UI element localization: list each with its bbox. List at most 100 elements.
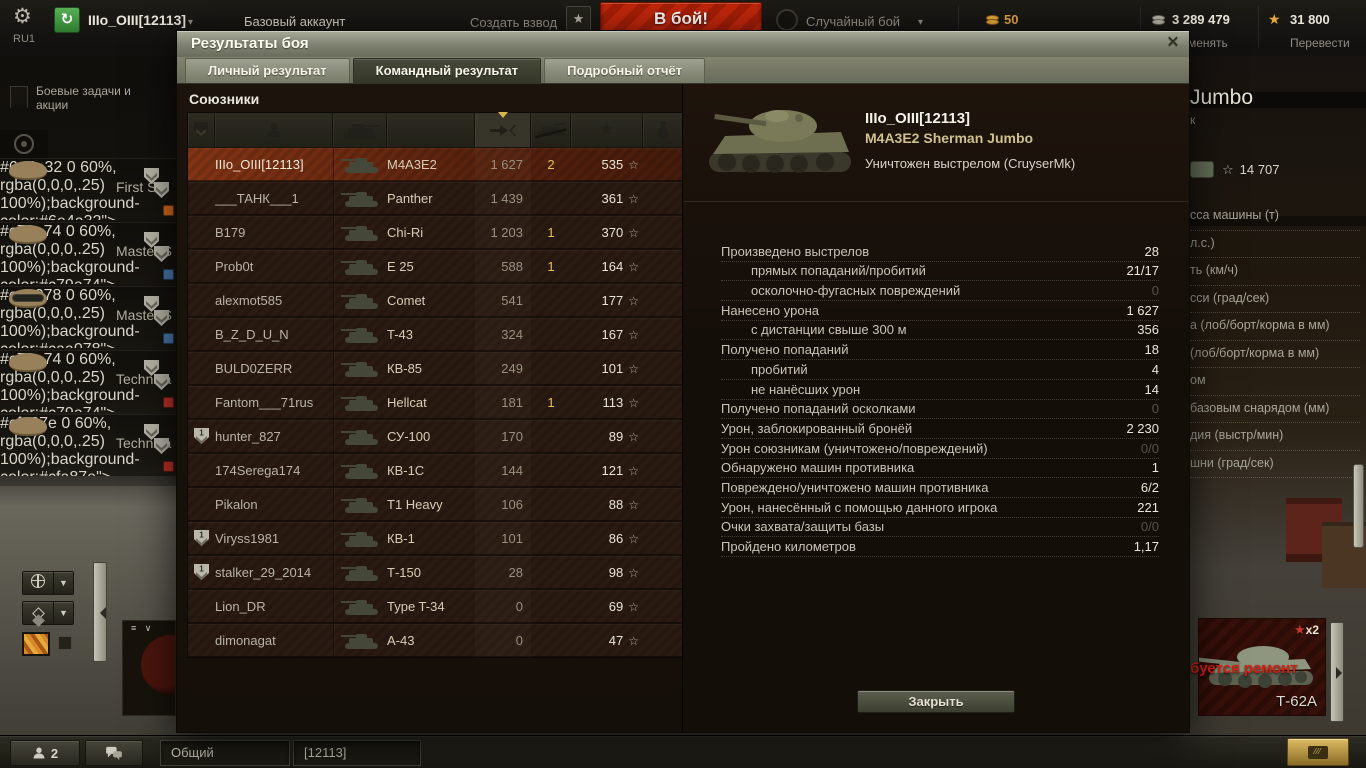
chevron-down-icon[interactable]: ▾ [918, 17, 924, 28]
close-icon[interactable]: ✕ [1166, 34, 1180, 51]
crew-member[interactable]: #cfa87e 0 60%, rgba(0,0,0,.25) 100%);bac… [0, 414, 176, 476]
xp-value: 98 ☆ [608, 565, 639, 580]
table-row[interactable]: BULD0ZERR КВ-85 249 101 ☆ [188, 352, 682, 385]
crew-member[interactable]: #c79a74 0 60%, rgba(0,0,0,.25) 100%);bac… [0, 350, 176, 412]
channels-button[interactable] [85, 740, 143, 766]
tank-icon [333, 556, 387, 589]
contacts-button[interactable]: 2 [10, 740, 80, 766]
table-row[interactable]: IIIo_OIII[12113] M4A3E2 1 627 2 535 ☆ [188, 148, 682, 181]
table-row[interactable]: 1 stalker_29_2014 Т-150 28 98 ☆ [188, 556, 682, 589]
camo-checkbox[interactable] [58, 636, 72, 650]
column-header-spacer[interactable] [387, 113, 475, 147]
camo-swatch[interactable] [22, 632, 50, 656]
damage-icon[interactable] [475, 112, 531, 147]
crew-list: #6e4a32 0 60%, rgba(0,0,0,.25) 100%);bac… [0, 158, 176, 478]
close-button[interactable]: Закрыть [857, 690, 1015, 713]
crew-member[interactable]: #6e4a32 0 60%, rgba(0,0,0,.25) 100%);bac… [0, 158, 176, 220]
convert-link[interactable]: Перевести [1290, 36, 1350, 50]
table-row[interactable]: alexmot585 Comet 541 177 ☆ [188, 284, 682, 317]
carousel-left-arrow[interactable] [93, 562, 107, 662]
xp-value: 121 ☆ [601, 463, 639, 478]
table-row[interactable]: B179 Chi-Ri 1 203 1 370 ☆ [188, 216, 682, 249]
vehicle-spec-line: л.с.) [1190, 231, 1360, 258]
detail-death-text: Уничтожен выстрелом (CruyserMk) [865, 156, 1076, 171]
player-name: B_Z_D_U_N [215, 327, 289, 342]
dots-bubble-icon: ⁄⁄⁄ [1308, 745, 1328, 759]
table-row[interactable]: 1 hunter_827 СУ-100 170 89 ☆ [188, 420, 682, 453]
chevron-down-icon[interactable]: ▾ [188, 17, 194, 28]
dialog-title: Результаты боя ✕ [177, 31, 1189, 57]
premium-chat-button[interactable]: ⁄⁄⁄ [1287, 738, 1349, 766]
stat-row: Урон, заблокированный бронёй 2 230 [721, 419, 1159, 439]
tank-icon[interactable] [333, 113, 387, 147]
table-row[interactable]: Pikalon T1 Heavy 106 88 ☆ [188, 488, 682, 521]
referral-icon[interactable]: ↻ [54, 7, 80, 33]
vehicle-spec-line: шни (град/сек) [1190, 451, 1360, 478]
carousel-item-partial[interactable]: ≡ ∨ [122, 620, 176, 716]
chevron-down-icon[interactable]: ▼ [53, 602, 73, 624]
kills-value [531, 624, 571, 657]
scrollbar-handle[interactable] [1353, 464, 1364, 548]
rank-badge [188, 250, 215, 283]
tank-icon [333, 420, 387, 453]
kills-value: 1 [547, 225, 555, 240]
xp-star-icon[interactable]: ★ [571, 113, 643, 147]
chat-tab-clan[interactable]: [12113] [293, 740, 421, 766]
kills-icon[interactable] [531, 113, 571, 147]
table-row[interactable]: B_Z_D_U_N T-43 324 167 ☆ [188, 318, 682, 351]
table-row[interactable]: Prob0t E 25 588 1 164 ☆ [188, 250, 682, 283]
tank-icon [333, 182, 387, 215]
medal-icon[interactable] [643, 113, 682, 147]
award-icon[interactable] [14, 134, 34, 154]
rank-badge [188, 454, 215, 487]
create-platoon-button[interactable]: Создать взвод [470, 15, 558, 30]
divider [1258, 6, 1259, 48]
vehicle-name: КВ-85 [387, 361, 423, 376]
carousel-item-t62a[interactable]: ★x2 Т-62А [1198, 618, 1326, 716]
rank-badge [188, 352, 215, 385]
crew-member[interactable]: #caa078 0 60%, rgba(0,0,0,.25) 100%);bac… [0, 286, 176, 348]
table-row[interactable]: Lion_DR Type T-34 0 69 ☆ [188, 590, 682, 623]
table-row[interactable]: 174Serega174 КВ-1С 144 121 ☆ [188, 454, 682, 487]
emblem-dropdown[interactable]: ▼ [22, 601, 74, 625]
svg-text:1: 1 [199, 429, 204, 438]
stat-label: прямых попаданий/пробитий [751, 263, 926, 279]
vehicle-xp-value: 14 707 [1239, 162, 1280, 177]
stat-label: Получено попаданий осколками [721, 401, 916, 417]
crew-member[interactable]: #c79a74 0 60%, rgba(0,0,0,.25) 100%);bac… [0, 222, 176, 284]
goggles [12, 294, 44, 302]
player-icon[interactable] [215, 113, 333, 147]
player-name: dimonagat [215, 633, 276, 648]
dialog-tab[interactable]: Командный результат [352, 58, 542, 83]
table-row[interactable]: dimonagat А-43 0 47 ☆ [188, 624, 682, 657]
platoon-star-button[interactable]: ★ [566, 6, 591, 31]
rank-badge-icon[interactable] [188, 113, 215, 147]
medal-cell [643, 488, 682, 521]
damage-value: 1 203 [475, 216, 531, 249]
table-row[interactable]: Fantom___71rus Hellcat 181 1 113 ☆ [188, 386, 682, 419]
table-row[interactable]: 1 Viryss1981 КВ-1 101 86 ☆ [188, 522, 682, 555]
player-name: alexmot585 [215, 293, 283, 308]
clan-emblem [141, 635, 175, 695]
xp-star-icon: ☆ [628, 565, 639, 580]
rank-badge [188, 386, 215, 419]
camo-net-dropdown[interactable]: ▼ [22, 571, 74, 595]
carousel-right-arrow[interactable] [1330, 622, 1344, 722]
allies-table-header: ★ [188, 112, 682, 147]
vehicle-spec-line: ть (км/ч) [1190, 258, 1360, 286]
settings-gear-icon[interactable]: ⚙ [13, 5, 32, 28]
chevron-down-icon[interactable]: ▼ [53, 572, 73, 594]
dialog-tab[interactable]: Личный результат [185, 58, 350, 83]
chat-tab-general[interactable]: Общий [160, 740, 290, 766]
player-name[interactable]: IIIo_OIII[12113] [88, 12, 187, 28]
battle-type-selector[interactable]: Случайный бой [806, 14, 901, 29]
table-row[interactable]: ___ТАНК___1 Panther 1 439 361 ☆ [188, 182, 682, 215]
kills-value [531, 454, 571, 487]
dialog-tab[interactable]: Подробный отчёт [544, 58, 706, 83]
gold-amount[interactable]: 50 [1004, 12, 1019, 27]
missions-label[interactable]: Боевые задачи и акции [36, 84, 131, 112]
battle-button[interactable]: В бой! [600, 2, 762, 35]
emblem-icon [23, 604, 53, 622]
stat-value: 21/17 [1126, 263, 1159, 279]
tank-icon [333, 250, 387, 283]
